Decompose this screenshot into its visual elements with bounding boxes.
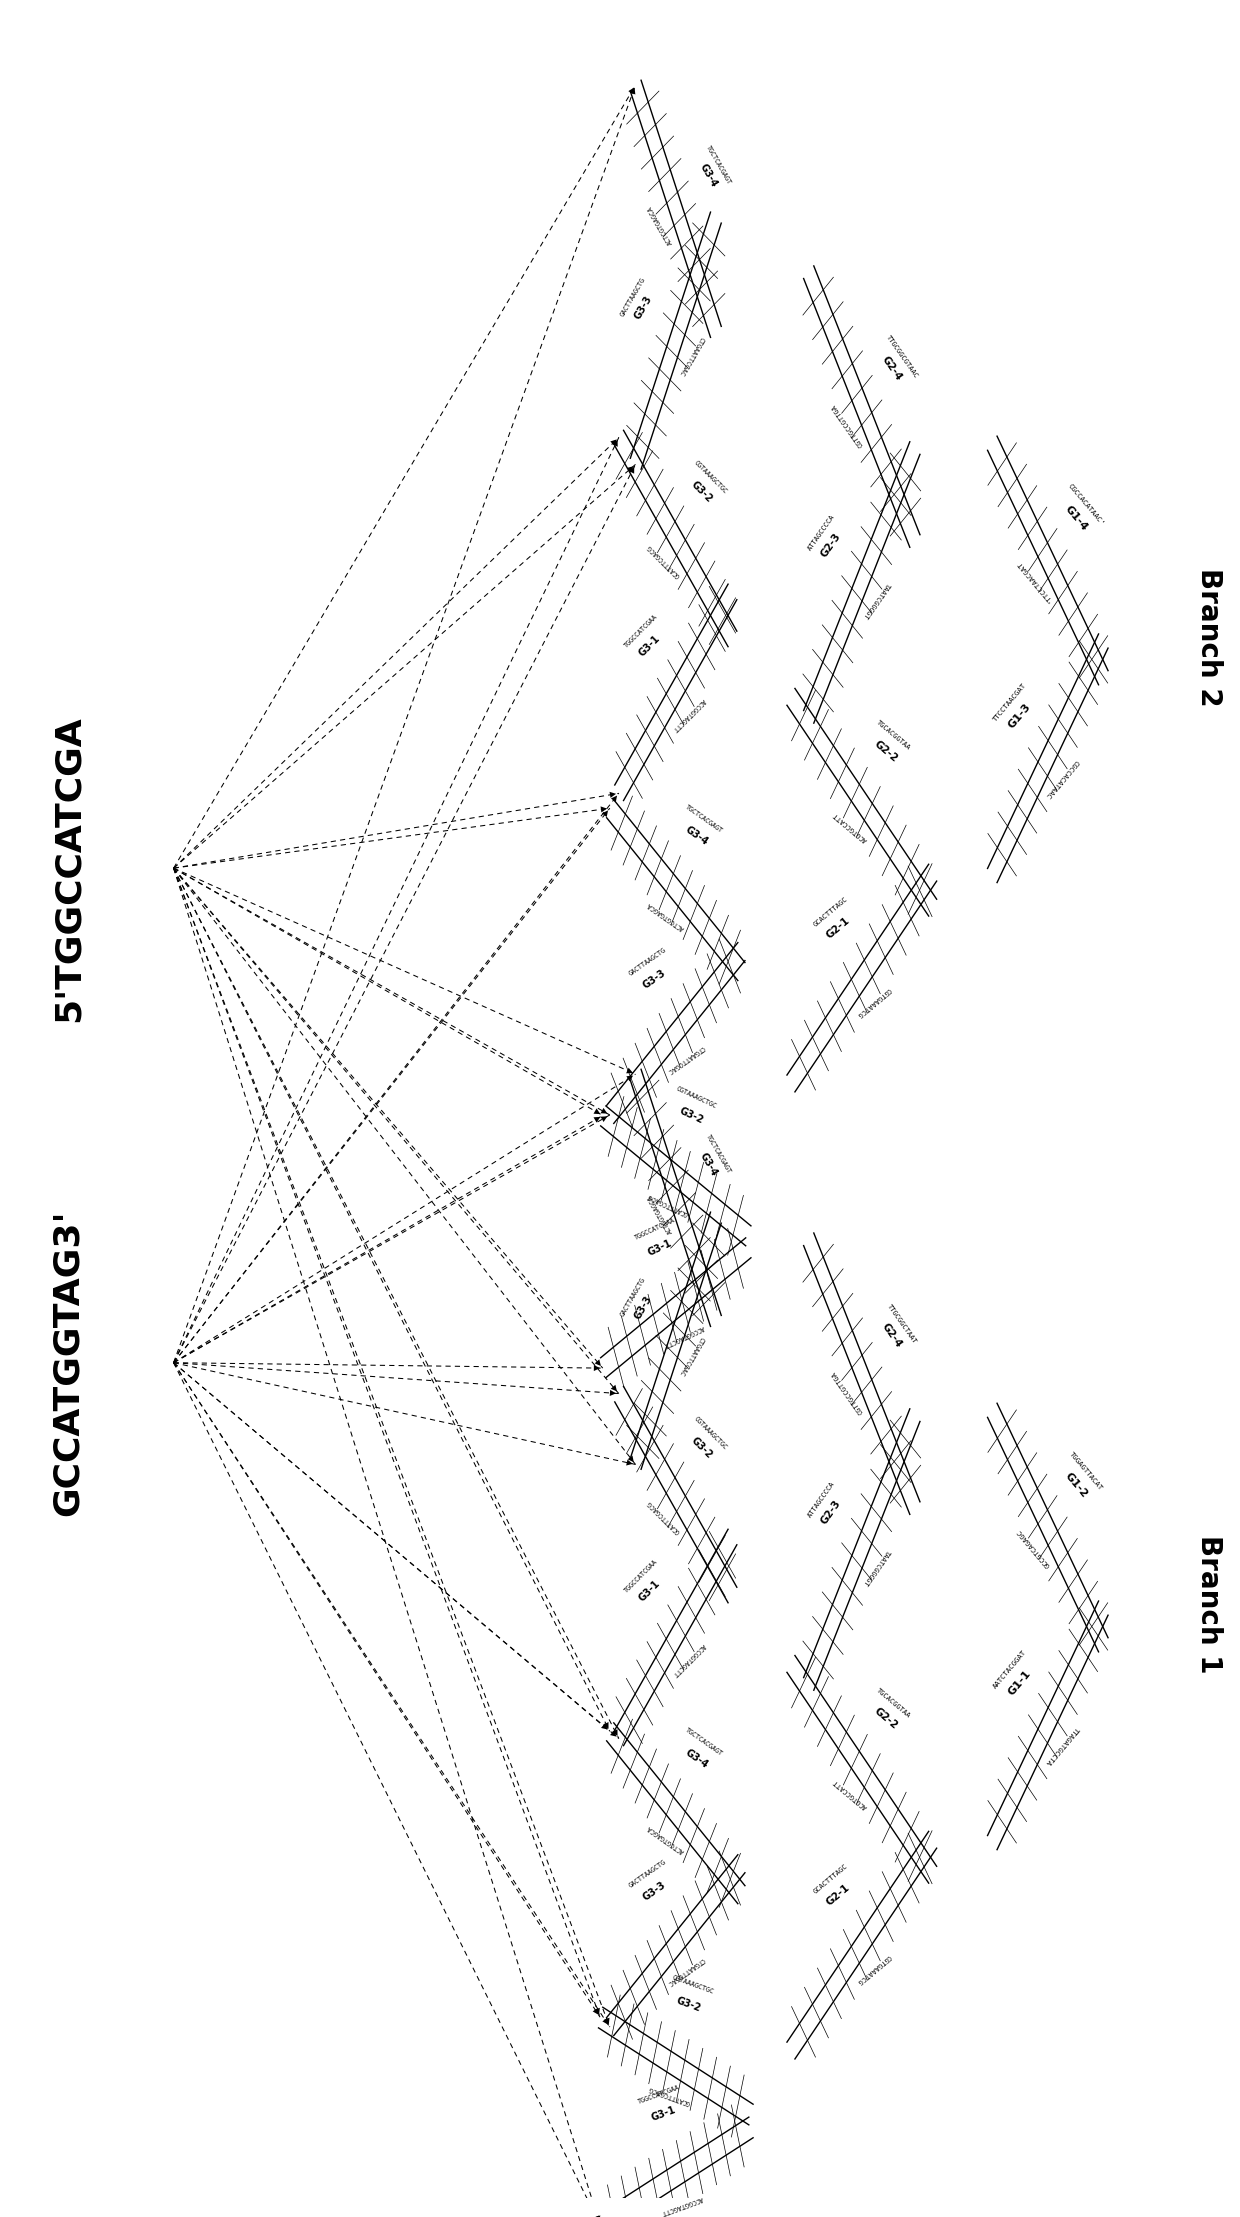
- Text: ACGTGCCATT: ACGTGCCATT: [832, 1778, 868, 1809]
- Text: CGTTGCCGTTGA: CGTTGCCGTTGA: [830, 1370, 864, 1414]
- Text: G1-1: G1-1: [1006, 1669, 1033, 1698]
- Text: Branch 1: Branch 1: [1195, 1534, 1223, 1674]
- Text: TGGCCATCGAA: TGGCCATCGAA: [637, 2084, 681, 2104]
- Text: G2-4: G2-4: [880, 355, 904, 384]
- Text: ACGTGCCATT: ACGTGCCATT: [832, 811, 868, 842]
- Text: GCATTTCGACG: GCATTTCGACG: [647, 1193, 689, 1217]
- Text: AATCTACGGAT: AATCTACGGAT: [992, 1649, 1028, 1689]
- Text: TTGCGGCTAAT: TTGCGGCTAAT: [887, 1304, 918, 1346]
- Text: 'TTCCTAACGAT: 'TTCCTAACGAT: [1016, 559, 1053, 603]
- Text: CGTAAAGCTGC: CGTAAAGCTGC: [693, 1414, 728, 1450]
- Text: ACCGGTAGCTT: ACCGGTAGCTT: [660, 2195, 703, 2217]
- Text: G2-4: G2-4: [880, 1321, 904, 1350]
- Text: TTAGATGCCTA: TTAGATGCCTA: [1044, 1725, 1079, 1767]
- Text: ACTCGTGAGCA: ACTCGTGAGCA: [647, 204, 673, 246]
- Text: CGTGAAATCG: CGTGAAATCG: [856, 987, 892, 1018]
- Text: G3-2: G3-2: [678, 1106, 706, 1126]
- Text: CTGAATTCGAC: CTGAATTCGAC: [678, 337, 704, 377]
- Text: ACCGGTAGCTT: ACCGGTAGCTT: [662, 1324, 704, 1348]
- Text: TGCACGGTAA: TGCACGGTAA: [875, 721, 911, 752]
- Text: CGTAAAGCTGC: CGTAAAGCTGC: [693, 459, 728, 494]
- Text: ATTAGCCCCA: ATTAGCCCCA: [807, 514, 836, 552]
- Text: GCATTTCGACG: GCATTTCGACG: [646, 1499, 681, 1534]
- Text: G3-1: G3-1: [637, 634, 662, 658]
- Text: G3-2: G3-2: [689, 1434, 714, 1461]
- Text: G2-1: G2-1: [825, 1882, 852, 1907]
- Text: ATTAGCCCCA: ATTAGCCCCA: [807, 1481, 836, 1519]
- Text: G3-3: G3-3: [632, 295, 655, 321]
- Text: G3-3: G3-3: [641, 1880, 668, 1902]
- Text: G3-4: G3-4: [697, 162, 719, 188]
- Text: GCCGTCAGAGC: GCCGTCAGAGC: [1017, 1528, 1052, 1567]
- Text: GCACTTTAGC: GCACTTTAGC: [812, 1862, 848, 1896]
- Text: G3-1: G3-1: [646, 1237, 673, 1257]
- Text: TGGAGTTACAT: TGGAGTTACAT: [1068, 1452, 1104, 1492]
- Text: CGCCACATAAC: CGCCACATAAC: [1044, 758, 1079, 798]
- Text: CGTGAAATCG: CGTGAAATCG: [856, 1953, 892, 1986]
- Text: G3-2: G3-2: [689, 479, 714, 505]
- Text: GCATTTCGACG: GCATTTCGACG: [646, 543, 681, 579]
- Text: ACTCGTGAGCA: ACTCGTGAGCA: [646, 900, 686, 931]
- Text: TGCTCACGAGT: TGCTCACGAGT: [684, 805, 724, 834]
- Text: G3-1: G3-1: [637, 1579, 662, 1603]
- Text: G3-1: G3-1: [650, 2104, 677, 2124]
- Text: G2-1: G2-1: [825, 916, 852, 940]
- Text: ACTCGTGAGCA: ACTCGTGAGCA: [647, 1193, 673, 1235]
- Text: TGCTCACGAGT: TGCTCACGAGT: [684, 1727, 724, 1758]
- Text: G3-4: G3-4: [683, 1747, 711, 1771]
- Text: G3-3: G3-3: [641, 967, 668, 991]
- Text: GCACTTTAGC: GCACTTTAGC: [812, 896, 848, 927]
- Text: CGTTGCCGTTGA: CGTTGCCGTTGA: [830, 401, 864, 448]
- Text: Branch 2: Branch 2: [1195, 568, 1223, 707]
- Text: CTGAATTCGAC: CTGAATTCGAC: [666, 1955, 706, 1986]
- Text: G3-2: G3-2: [675, 1995, 702, 2013]
- Text: TTGCGGCGTAAC: TTGCGGCGTAAC: [885, 335, 919, 379]
- Text: GACTTAAGCTG: GACTTAAGCTG: [620, 277, 647, 317]
- Text: G3-3: G3-3: [632, 1295, 655, 1321]
- Text: CTGAATTCGAC: CTGAATTCGAC: [666, 1044, 706, 1073]
- Text: CGTAAAGCTGC: CGTAAAGCTGC: [671, 1973, 714, 1995]
- Text: G2-3: G2-3: [820, 1499, 843, 1525]
- Text: 5'TGGCCATCGA: 5'TGGCCATCGA: [51, 714, 86, 1022]
- Text: CTGAATTCGAC: CTGAATTCGAC: [678, 1337, 704, 1377]
- Text: TAATCGGGGT: TAATCGGGGT: [862, 1547, 892, 1587]
- Text: G2-3: G2-3: [820, 530, 843, 559]
- Text: G3-4: G3-4: [697, 1151, 719, 1179]
- Text: TGGCCATCGAA: TGGCCATCGAA: [624, 1559, 658, 1594]
- Text: TGCTCACGAGT: TGCTCACGAGT: [704, 1133, 732, 1175]
- Text: TAATCGGGGT: TAATCGGGGT: [862, 581, 892, 621]
- Text: GCATTTCGACG: GCATTTCGACG: [649, 2086, 692, 2106]
- Text: ACCGGTAGCTT: ACCGGTAGCTT: [671, 696, 706, 732]
- Text: CGTAAAGCTGC: CGTAAAGCTGC: [676, 1084, 718, 1108]
- Text: G2-2: G2-2: [872, 1707, 899, 1731]
- Text: G1-3: G1-3: [1006, 701, 1033, 729]
- Text: TGCTCACGAGT: TGCTCACGAGT: [704, 144, 732, 186]
- Text: G1-2: G1-2: [1063, 1470, 1090, 1499]
- Text: TGGCCATCGAA: TGGCCATCGAA: [624, 614, 658, 650]
- Text: TGCACGGTAA: TGCACGGTAA: [875, 1687, 911, 1718]
- Text: TGGCCATCGAA: TGGCCATCGAA: [634, 1217, 676, 1242]
- Text: G1-4: G1-4: [1063, 503, 1090, 532]
- Text: ACTCGTGAGCA: ACTCGTGAGCA: [646, 1825, 686, 1853]
- Text: GACTTAAGCTG: GACTTAAGCTG: [620, 1277, 647, 1317]
- Text: CGCCACATAAC': CGCCACATAAC': [1066, 483, 1105, 528]
- Text: ACCGGTAGCTT: ACCGGTAGCTT: [671, 1643, 706, 1678]
- Text: TTCCTAACGAT: TTCCTAACGAT: [992, 683, 1028, 723]
- Text: G2-2: G2-2: [872, 738, 899, 765]
- Text: GACTTAAGCTG: GACTTAAGCTG: [627, 1858, 667, 1889]
- Text: GCCATGGTAG3': GCCATGGTAG3': [51, 1210, 86, 1516]
- Text: GACTTAAGCTG: GACTTAAGCTG: [627, 947, 667, 978]
- Text: G3-4: G3-4: [683, 825, 711, 847]
